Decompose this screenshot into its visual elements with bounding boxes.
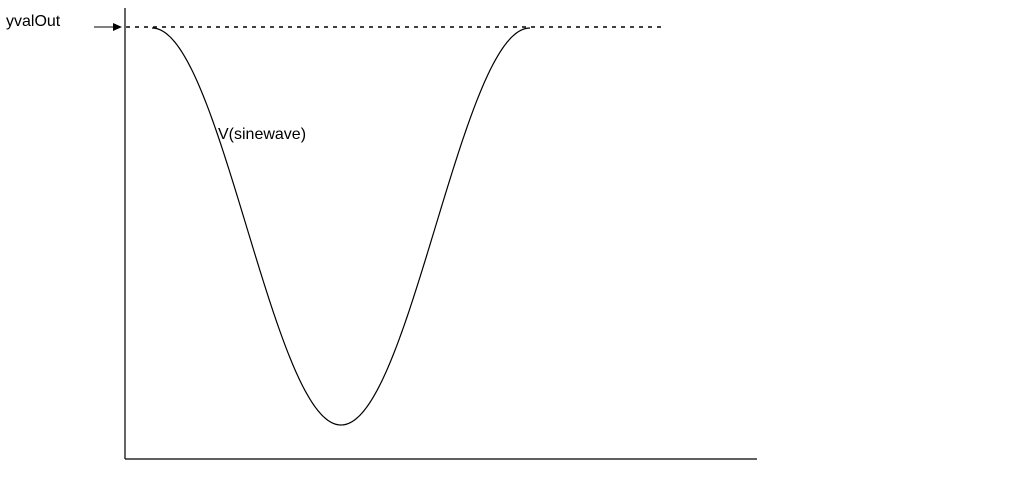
curve-label: V(sinewave) bbox=[218, 126, 306, 143]
marker-arrow-head bbox=[113, 23, 122, 31]
marker-label: yvalOut bbox=[6, 13, 61, 30]
sinewave-curve bbox=[151, 27, 531, 426]
